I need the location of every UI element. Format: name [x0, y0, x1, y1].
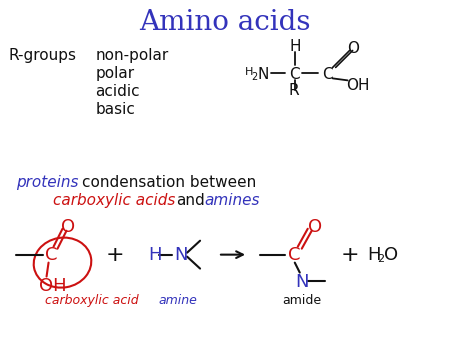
Text: N: N: [174, 246, 188, 264]
Text: C: C: [288, 246, 300, 264]
Text: basic: basic: [95, 102, 135, 117]
Text: OH: OH: [346, 78, 370, 93]
Text: R-groups: R-groups: [9, 48, 77, 64]
Text: and: and: [176, 193, 205, 208]
Text: O: O: [60, 218, 75, 236]
Text: R: R: [289, 83, 299, 98]
Text: O: O: [347, 41, 360, 55]
Text: acidic: acidic: [95, 84, 140, 99]
Text: +: +: [106, 245, 125, 265]
Text: amide: amide: [282, 294, 321, 308]
Text: H: H: [289, 39, 301, 53]
Text: 2: 2: [251, 72, 257, 82]
Text: N: N: [295, 272, 308, 291]
Text: C: C: [289, 67, 299, 82]
Text: polar: polar: [95, 67, 135, 81]
Text: C: C: [45, 246, 57, 264]
Text: O: O: [308, 218, 322, 236]
Text: C: C: [322, 67, 333, 82]
Text: OH: OH: [39, 276, 66, 294]
Text: Amino acids: Amino acids: [139, 9, 311, 36]
Text: H: H: [368, 246, 381, 264]
Text: N: N: [258, 67, 269, 82]
Text: amine: amine: [158, 294, 197, 308]
Text: amines: amines: [204, 193, 260, 208]
Text: O: O: [383, 246, 398, 264]
Text: carboxylic acid: carboxylic acid: [45, 294, 138, 308]
Text: 2: 2: [378, 254, 385, 264]
Text: non-polar: non-polar: [95, 48, 169, 64]
Text: carboxylic acids: carboxylic acids: [53, 193, 175, 208]
Text: +: +: [340, 245, 359, 265]
Text: proteins: proteins: [16, 175, 78, 190]
Text: H: H: [245, 67, 253, 77]
Text: condensation between: condensation between: [82, 175, 256, 190]
Text: H: H: [148, 246, 162, 264]
